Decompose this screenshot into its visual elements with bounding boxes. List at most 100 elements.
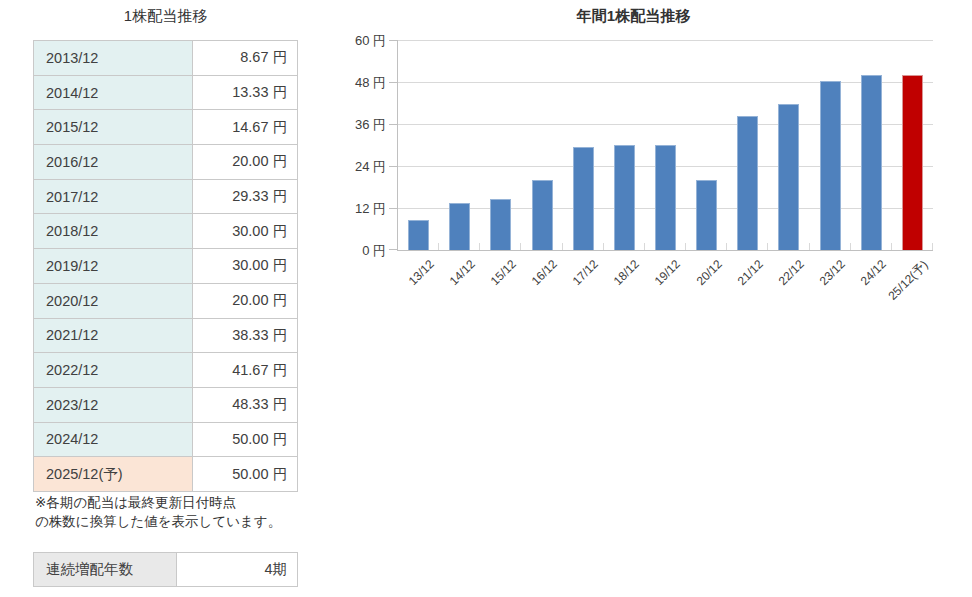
chart-bar-25/12(予) (902, 75, 923, 250)
dividend-value-cell: 14.67 円 (193, 110, 298, 145)
gridline-36 (398, 124, 933, 125)
x-axis-tick (850, 243, 851, 250)
period-cell: 2013/12 (34, 41, 193, 76)
x-axis-label: 25/12(予) (885, 257, 932, 304)
dividend-value-cell: 8.67 円 (193, 41, 298, 76)
table-row: 2013/128.67 円 (34, 41, 298, 76)
streak-table: 連続増配年数 4期 (33, 552, 298, 587)
table-note: ※各期の配当は最終更新日付時点 の株数に換算した値を表示しています。 (35, 493, 281, 531)
period-cell: 2019/12 (34, 249, 193, 284)
period-cell: 2014/12 (34, 75, 193, 110)
chart-title: 年間1株配当推移 (335, 7, 932, 26)
table-row: 2018/1230.00 円 (34, 214, 298, 249)
table-row: 2022/1241.67 円 (34, 353, 298, 388)
dividend-value-cell: 30.00 円 (193, 249, 298, 284)
x-axis-label: 15/12 (488, 257, 519, 288)
x-axis-tick (767, 243, 768, 250)
y-axis-tick (389, 166, 398, 167)
table-row: 2019/1230.00 円 (34, 249, 298, 284)
x-axis-tick (438, 243, 439, 250)
y-axis-label: 0 円 (326, 242, 386, 260)
streak-label-cell: 連続増配年数 (34, 553, 177, 587)
dividend-value-cell: 50.00 円 (193, 457, 298, 492)
chart-bar-23/12 (820, 81, 841, 250)
x-axis-tick (562, 243, 563, 250)
dividend-value-cell: 20.00 円 (193, 283, 298, 318)
dividend-table: 2013/128.67 円2014/1213.33 円2015/1214.67 … (33, 40, 298, 492)
chart-bar-19/12 (655, 145, 676, 250)
period-cell: 2020/12 (34, 283, 193, 318)
y-axis-tick (389, 124, 398, 125)
x-axis-tick (644, 243, 645, 250)
y-axis-label: 12 円 (326, 200, 386, 218)
y-axis-label: 48 円 (326, 74, 386, 92)
chart-bar-20/12 (696, 180, 717, 250)
period-cell: 2021/12 (34, 318, 193, 353)
x-axis-tick (891, 243, 892, 250)
chart-plot-area: 0 円12 円24 円36 円48 円60 円13/1214/1215/1216… (397, 40, 933, 251)
period-cell: 2016/12 (34, 145, 193, 180)
table-row: 2020/1220.00 円 (34, 283, 298, 318)
x-axis-label: 19/12 (652, 257, 683, 288)
dividend-value-cell: 30.00 円 (193, 214, 298, 249)
chart-bar-17/12 (573, 147, 594, 250)
table-row: 2014/1213.33 円 (34, 75, 298, 110)
chart-bar-14/12 (449, 203, 470, 250)
x-axis-tick (685, 243, 686, 250)
chart-bar-16/12 (532, 180, 553, 250)
dividend-value-cell: 13.33 円 (193, 75, 298, 110)
x-axis-tick (809, 243, 810, 250)
chart-bar-13/12 (408, 220, 429, 250)
x-axis-tick (479, 243, 480, 250)
period-cell: 2017/12 (34, 179, 193, 214)
table-row: 2017/1229.33 円 (34, 179, 298, 214)
y-axis-tick (389, 40, 398, 41)
dividend-history-widget: 1株配当推移 2013/128.67 円2014/1213.33 円2015/1… (0, 0, 972, 597)
y-axis-tick (389, 82, 398, 83)
y-axis-label: 60 円 (326, 32, 386, 50)
dividend-value-cell: 38.33 円 (193, 318, 298, 353)
x-axis-label: 16/12 (529, 257, 560, 288)
table-row: 2021/1238.33 円 (34, 318, 298, 353)
period-cell: 2024/12 (34, 422, 193, 457)
period-cell: 2023/12 (34, 387, 193, 422)
table-row: 2023/1248.33 円 (34, 387, 298, 422)
chart-bar-21/12 (737, 116, 758, 250)
chart-bar-22/12 (778, 104, 799, 250)
period-cell: 2015/12 (34, 110, 193, 145)
dividend-value-cell: 48.33 円 (193, 387, 298, 422)
table-title: 1株配当推移 (33, 7, 298, 26)
x-axis-label: 23/12 (817, 257, 848, 288)
dividend-value-cell: 41.67 円 (193, 353, 298, 388)
y-axis-label: 36 円 (326, 116, 386, 134)
x-axis-label: 20/12 (693, 257, 724, 288)
table-row: 2024/1250.00 円 (34, 422, 298, 457)
x-axis-label: 22/12 (776, 257, 807, 288)
table-row: 2016/1220.00 円 (34, 145, 298, 180)
x-axis-label: 17/12 (570, 257, 601, 288)
x-axis-label: 24/12 (858, 257, 889, 288)
dividend-value-cell: 29.33 円 (193, 179, 298, 214)
x-axis-tick (520, 243, 521, 250)
streak-row: 連続増配年数 4期 (34, 553, 298, 587)
dividend-value-cell: 20.00 円 (193, 145, 298, 180)
gridline-60 (398, 40, 933, 41)
x-axis-label: 21/12 (735, 257, 766, 288)
y-axis-tick (389, 249, 398, 250)
x-axis-tick (603, 243, 604, 250)
period-cell: 2022/12 (34, 353, 193, 388)
chart-bar-15/12 (490, 199, 511, 250)
note-line-2: の株数に換算した値を表示しています。 (35, 512, 281, 531)
note-line-1: ※各期の配当は最終更新日付時点 (35, 493, 281, 512)
y-axis-label: 24 円 (326, 158, 386, 176)
x-axis-label: 13/12 (405, 257, 436, 288)
x-axis-label: 18/12 (611, 257, 642, 288)
x-axis-tick (726, 243, 727, 250)
table-row: 2025/12(予)50.00 円 (34, 457, 298, 492)
x-axis-label: 14/12 (446, 257, 477, 288)
streak-value-cell: 4期 (177, 553, 298, 587)
period-cell: 2018/12 (34, 214, 193, 249)
gridline-48 (398, 82, 933, 83)
x-axis-tick (932, 243, 933, 250)
y-axis-tick (389, 208, 398, 209)
